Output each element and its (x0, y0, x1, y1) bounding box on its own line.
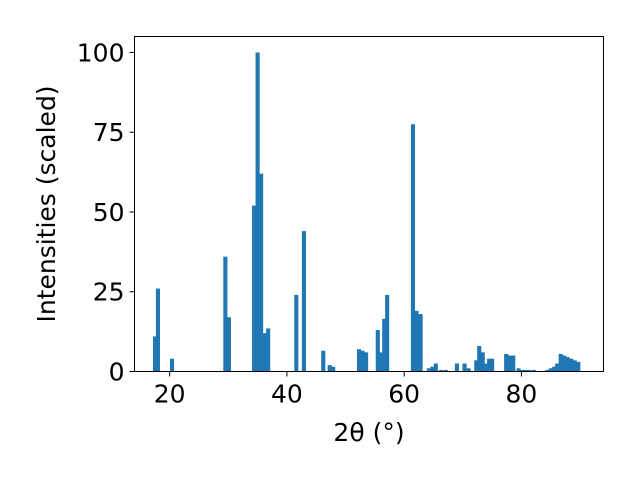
bar (378, 352, 383, 372)
bar (382, 318, 387, 372)
y-tick-label: 25 (93, 278, 125, 307)
y-tick-label: 0 (109, 358, 125, 387)
bar (487, 358, 492, 372)
bar (526, 369, 532, 372)
x-tick-label: 20 (154, 380, 186, 409)
bar (569, 358, 574, 372)
bar (462, 363, 467, 372)
bar (410, 124, 416, 372)
bar (545, 369, 550, 372)
bar (454, 363, 459, 372)
bar (155, 288, 161, 372)
bar (480, 352, 485, 372)
bar (443, 369, 448, 372)
bar (523, 369, 528, 372)
bar (507, 355, 512, 372)
bar (519, 369, 525, 372)
bar (576, 361, 581, 372)
bar (474, 360, 479, 372)
bar (433, 363, 438, 372)
y-tick-label: 100 (77, 38, 125, 67)
bar (152, 336, 158, 372)
y-tick-label: 75 (93, 118, 125, 147)
x-tick-label: 60 (388, 380, 420, 409)
bar (294, 294, 299, 372)
bar (169, 358, 175, 372)
bar (572, 360, 577, 372)
bar (223, 256, 228, 372)
bar (385, 294, 390, 372)
bar (226, 317, 231, 372)
bar (430, 366, 435, 372)
bar (477, 345, 482, 372)
x-tick-label: 80 (506, 380, 538, 409)
bar (555, 363, 560, 372)
bar (321, 350, 326, 372)
bar (511, 355, 516, 372)
bar (504, 353, 509, 372)
y-axis: 0 25 50 75 100 (77, 38, 135, 387)
bar (466, 368, 471, 372)
x-axis: 20 40 60 80 (154, 371, 538, 409)
bar (301, 231, 306, 372)
bar-series (152, 52, 581, 372)
bar (565, 357, 570, 372)
bar (255, 52, 260, 372)
y-axis-label: Intensities (scaled) (32, 85, 61, 322)
bar (483, 363, 488, 372)
y-tick-label: 50 (93, 198, 125, 227)
bar (562, 355, 567, 372)
bar (364, 352, 369, 372)
x-axis-label: 2θ (°) (333, 418, 404, 447)
bar (375, 330, 380, 372)
bar (259, 173, 264, 372)
bar (356, 349, 362, 372)
bar (490, 358, 495, 372)
bar (548, 368, 553, 372)
bar (552, 366, 557, 372)
bar (418, 314, 423, 372)
bar (516, 368, 521, 372)
bar (414, 310, 419, 372)
bar (360, 350, 365, 372)
bar (331, 366, 336, 372)
bar (426, 368, 431, 372)
bar (439, 369, 444, 372)
bar (266, 328, 271, 372)
bar (327, 365, 332, 372)
bar (262, 333, 267, 372)
bar (558, 353, 563, 372)
bar (252, 205, 257, 372)
bar (531, 369, 536, 372)
x-tick-label: 40 (271, 380, 303, 409)
plot-frame (134, 36, 604, 372)
